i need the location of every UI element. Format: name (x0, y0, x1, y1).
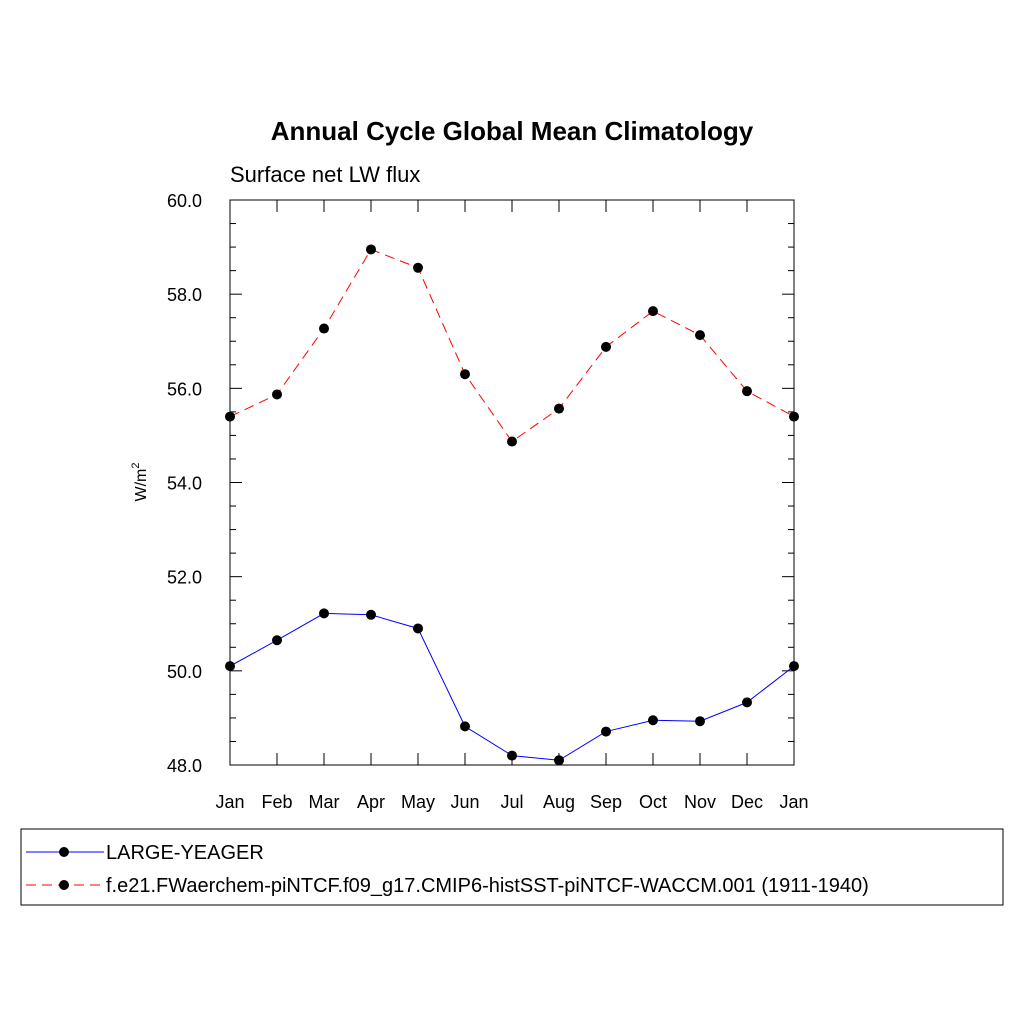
data-point (695, 330, 705, 341)
data-point (554, 755, 564, 766)
legend-label: LARGE-YEAGER (106, 842, 264, 864)
x-tick-label: Jan (215, 792, 244, 812)
series-line (229, 612, 795, 761)
data-point (601, 726, 611, 737)
data-point (272, 389, 282, 400)
series-1 (225, 608, 799, 766)
data-point (319, 323, 329, 334)
x-tick-label: May (401, 792, 435, 812)
data-point (225, 661, 235, 672)
series-line (229, 248, 795, 443)
x-tick-label: Feb (261, 792, 292, 812)
y-tick-label: 56.0 (167, 379, 202, 399)
data-point (507, 436, 517, 447)
data-point (319, 608, 329, 619)
svg-text:W/m2: W/m2 (130, 463, 150, 502)
data-point (648, 306, 658, 317)
data-point (272, 635, 282, 646)
series-2 (225, 244, 799, 447)
y-tick-label: 50.0 (167, 662, 202, 682)
data-point (413, 262, 423, 273)
x-tick-label: Jul (500, 792, 523, 812)
x-tick-label: Jan (779, 792, 808, 812)
x-tick-label: Oct (639, 792, 667, 812)
data-point (366, 244, 376, 255)
data-point (601, 341, 611, 352)
x-tick-label: Apr (357, 792, 385, 812)
y-tick-label: 52.0 (167, 568, 202, 588)
y-tick-label: 48.0 (167, 756, 202, 776)
chart-subtitle: Surface net LW flux (230, 162, 420, 187)
data-point (742, 386, 752, 397)
legend-label: f.e21.FWaerchem-piNTCF.f09_g17.CMIP6-his… (106, 875, 869, 897)
data-point (366, 609, 376, 620)
x-tick-label: Sep (590, 792, 622, 812)
x-tick-label: Aug (543, 792, 575, 812)
data-point (507, 750, 517, 761)
y-tick-label: 54.0 (167, 474, 202, 494)
chart-title: Annual Cycle Global Mean Climatology (271, 116, 754, 146)
x-tick-label: Dec (731, 792, 763, 812)
x-tick-label: Nov (684, 792, 716, 812)
y-axis-label: W/m2 (130, 463, 150, 502)
legend-box (20, 828, 1004, 906)
data-point (460, 369, 470, 380)
y-tick-label: 60.0 (167, 191, 202, 211)
data-point (460, 721, 470, 732)
data-point (789, 661, 799, 672)
x-tick-label: Jun (450, 792, 479, 812)
plot-area-border (229, 199, 795, 766)
legend-marker (59, 880, 69, 890)
data-point (554, 403, 564, 414)
data-point (789, 411, 799, 422)
y-axis-label-text: W/m (133, 469, 150, 502)
data-point (413, 623, 423, 634)
y-axis-label-superscript: 2 (130, 463, 142, 469)
data-point (695, 716, 705, 727)
legend-marker (59, 847, 69, 857)
data-point (742, 697, 752, 708)
x-tick-label: Mar (309, 792, 340, 812)
y-tick-label: 58.0 (167, 285, 202, 305)
data-point (648, 715, 658, 726)
data-point (225, 411, 235, 422)
